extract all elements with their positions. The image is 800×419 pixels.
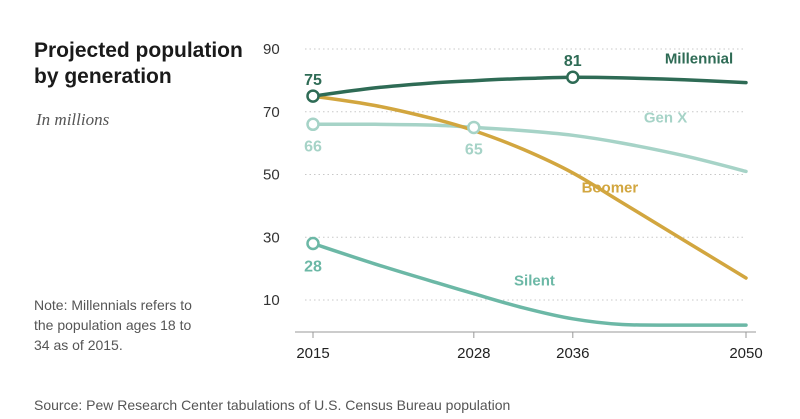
series-label: Boomer <box>582 180 639 197</box>
series-label: Gen X <box>644 110 687 127</box>
chart-title: Projected population by generation <box>34 39 243 88</box>
x-tick-label: 2050 <box>729 345 762 362</box>
chart-note: Note: Millennials refers to the populati… <box>34 297 192 353</box>
y-tick-label: 90 <box>263 41 280 58</box>
x-tick-label: 2036 <box>556 345 589 362</box>
data-label: 28 <box>304 259 322 276</box>
data-label: 66 <box>304 138 322 155</box>
chart-source: Source: Pew Research Center tabulations … <box>34 397 511 413</box>
series-line-boomer <box>311 94 748 280</box>
series-line-millennial <box>311 75 748 98</box>
data-label: 65 <box>465 141 483 158</box>
series-label: Silent <box>514 273 555 290</box>
series-line-gen-x <box>311 122 748 174</box>
data-label: 81 <box>564 53 582 70</box>
y-tick-label: 30 <box>263 229 280 246</box>
y-tick-label: 10 <box>263 292 280 309</box>
data-point-marker <box>566 70 580 84</box>
data-point-marker <box>306 89 320 103</box>
y-tick-label: 50 <box>263 167 280 184</box>
x-tick-label: 2015 <box>296 345 329 362</box>
data-label: 75 <box>304 72 322 89</box>
y-tick-label: 70 <box>263 104 280 121</box>
data-point-marker <box>306 117 320 132</box>
series-line-silent <box>311 241 748 327</box>
data-point-marker <box>467 120 481 135</box>
series-label: Millennial <box>665 51 733 68</box>
data-point-marker <box>306 236 320 251</box>
x-tick-label: 2028 <box>457 345 490 362</box>
chart-subtitle: In millions <box>36 110 110 129</box>
